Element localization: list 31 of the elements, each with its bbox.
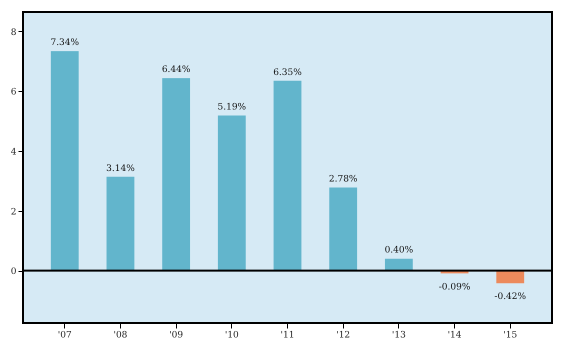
bar [329, 188, 358, 271]
bar [162, 78, 190, 271]
y-tick-label: 2 [10, 207, 16, 218]
x-tick-label: '10 [224, 330, 240, 340]
y-tick-label: 0 [10, 267, 17, 278]
data-label: -0.09% [438, 282, 471, 292]
x-tick-label: '11 [280, 330, 294, 340]
x-tick-label: '09 [169, 330, 184, 340]
x-tick-label: '12 [336, 330, 350, 340]
bar [106, 176, 134, 271]
data-label: 6.44% [162, 65, 191, 76]
data-label: 5.19% [218, 102, 247, 112]
data-label: 7.34% [50, 38, 80, 48]
x-tick-label: '13 [392, 330, 406, 340]
data-label: 6.35% [273, 68, 302, 78]
x-tick-label: '08 [113, 330, 128, 340]
bar [50, 51, 79, 271]
bar [274, 80, 302, 271]
data-label: -0.42% [494, 292, 526, 302]
bar [218, 115, 246, 271]
data-label: 3.14% [106, 164, 136, 174]
y-tick-label: 4 [10, 148, 17, 158]
x-tick-label: '15 [503, 330, 518, 340]
bar [384, 258, 413, 271]
y-tick-label: 6 [10, 88, 17, 98]
bar [496, 270, 524, 284]
x-tick-label: '14 [448, 330, 462, 340]
y-tick-label: 8 [10, 28, 17, 38]
x-tick-label: '07 [58, 330, 72, 340]
data-label: 2.78% [328, 174, 358, 185]
data-label: 0.40% [384, 246, 414, 256]
